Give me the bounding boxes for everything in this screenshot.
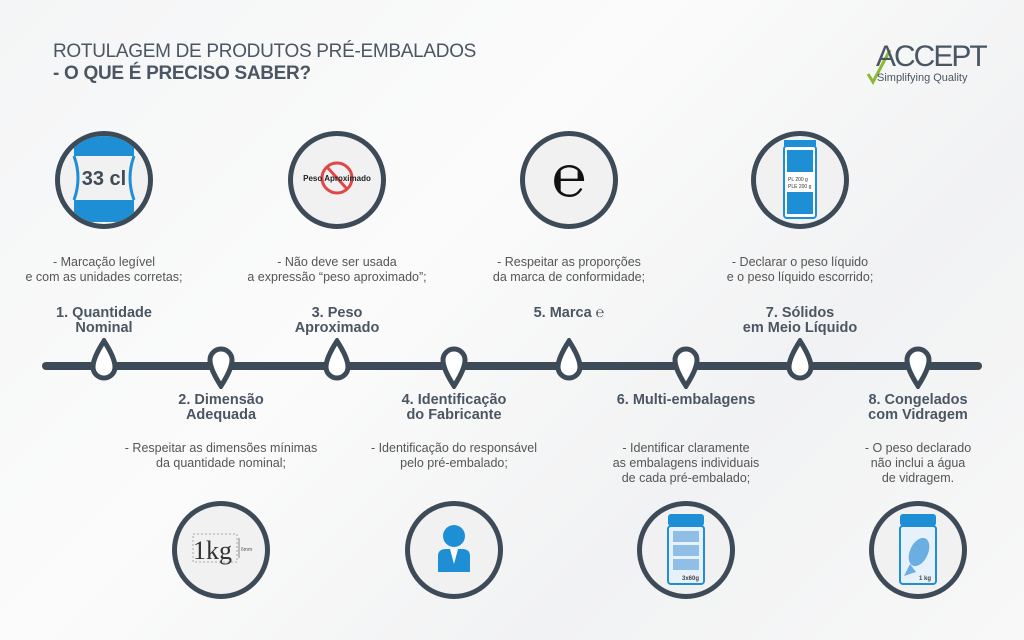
step-title: 2. Dimensão Adequada: [178, 392, 264, 423]
size-1kg-icon: 1kg 6mm: [177, 506, 265, 594]
timeline-pin: [786, 338, 814, 381]
step-title: 3. Peso Aproximado: [294, 305, 380, 336]
prohibited-icon: Peso Aproximado: [293, 136, 381, 224]
bottle-33cl-badge: 33 cl: [55, 131, 153, 229]
timeline-pin: [323, 338, 351, 381]
timeline: [42, 362, 982, 370]
step-description: - Marcação legível e com as unidades cor…: [25, 255, 183, 284]
step-description: - Declarar o peso líquido e o peso líqui…: [726, 255, 874, 284]
jar-badge: PL 200 g PLE 200 g: [751, 131, 849, 229]
svg-text:3x60g: 3x60g: [682, 576, 699, 582]
title-line-1: ROTULAGEM DE PRODUTOS PRÉ-EMBALADOS: [53, 41, 477, 62]
timeline-pin: [672, 346, 700, 389]
person-icon: [410, 506, 498, 594]
e-mark-icon: ℮: [525, 136, 613, 224]
svg-text:PLE 200 g: PLE 200 g: [788, 184, 812, 190]
accept-logo: ACCEPT Simplifying Quality: [866, 40, 988, 94]
step-description: - Identificar claramente as embalagens i…: [612, 441, 760, 485]
svg-text:1kg: 1kg: [193, 536, 232, 565]
step-description: - Não deve ser usada a expressão “peso a…: [247, 255, 427, 284]
frozen-fish-icon: 1 kg: [874, 506, 962, 594]
bottle-33cl-icon: 33 cl: [60, 136, 148, 224]
timeline-pin: [555, 338, 583, 381]
size-1kg-badge: 1kg 6mm: [172, 501, 270, 599]
icon-text: 33 cl: [82, 168, 126, 190]
page-title: ROTULAGEM DE PRODUTOS PRÉ-EMBALADOS - O …: [53, 41, 476, 85]
timeline-pin: [90, 338, 118, 381]
jar-icon: PL 200 g PLE 200 g: [756, 136, 844, 224]
person-badge: [405, 501, 503, 599]
frozen-fish-badge: 1 kg: [869, 501, 967, 599]
check-icon: [866, 49, 892, 85]
e-mark-badge: ℮: [520, 131, 618, 229]
step-description: - Respeitar as dimensões mínimas da quan…: [124, 441, 318, 470]
svg-text:℮: ℮: [552, 144, 587, 209]
multipack-badge: 3x60g: [637, 501, 735, 599]
prohibited-badge: Peso Aproximado: [288, 131, 386, 229]
step-title: 7. Sólidos em Meio Líquido: [742, 305, 858, 336]
svg-text:1 kg: 1 kg: [919, 576, 931, 582]
step-title: 1. Quantidade Nominal: [56, 305, 152, 336]
timeline-pin: [904, 346, 932, 389]
svg-text:PL 200 g: PL 200 g: [788, 177, 808, 183]
svg-text:6mm: 6mm: [241, 547, 252, 553]
title-line-2: - O QUE É PRECISO SABER?: [53, 63, 311, 84]
logo-tagline: Simplifying Quality: [877, 72, 968, 84]
timeline-pin: [440, 346, 468, 389]
timeline-pin: [207, 346, 235, 389]
step-title: 8. Congelados com Vidragem: [868, 392, 968, 423]
step-title: 4. Identificação do Fabricante: [401, 392, 507, 423]
step-title: 5. Marca ℮: [533, 305, 605, 321]
svg-text:Peso Aproximado: Peso Aproximado: [303, 174, 371, 183]
step-description: - Respeitar as proporções da marca de co…: [492, 255, 646, 284]
step-description: - O peso declarado não inclui a água de …: [864, 441, 972, 485]
multipack-icon: 3x60g: [642, 506, 730, 594]
step-title: 6. Multi-embalagens: [616, 392, 756, 408]
step-description: - Identificação do responsável pelo pré-…: [370, 441, 538, 470]
logo-word: ACCEPT: [876, 40, 988, 73]
